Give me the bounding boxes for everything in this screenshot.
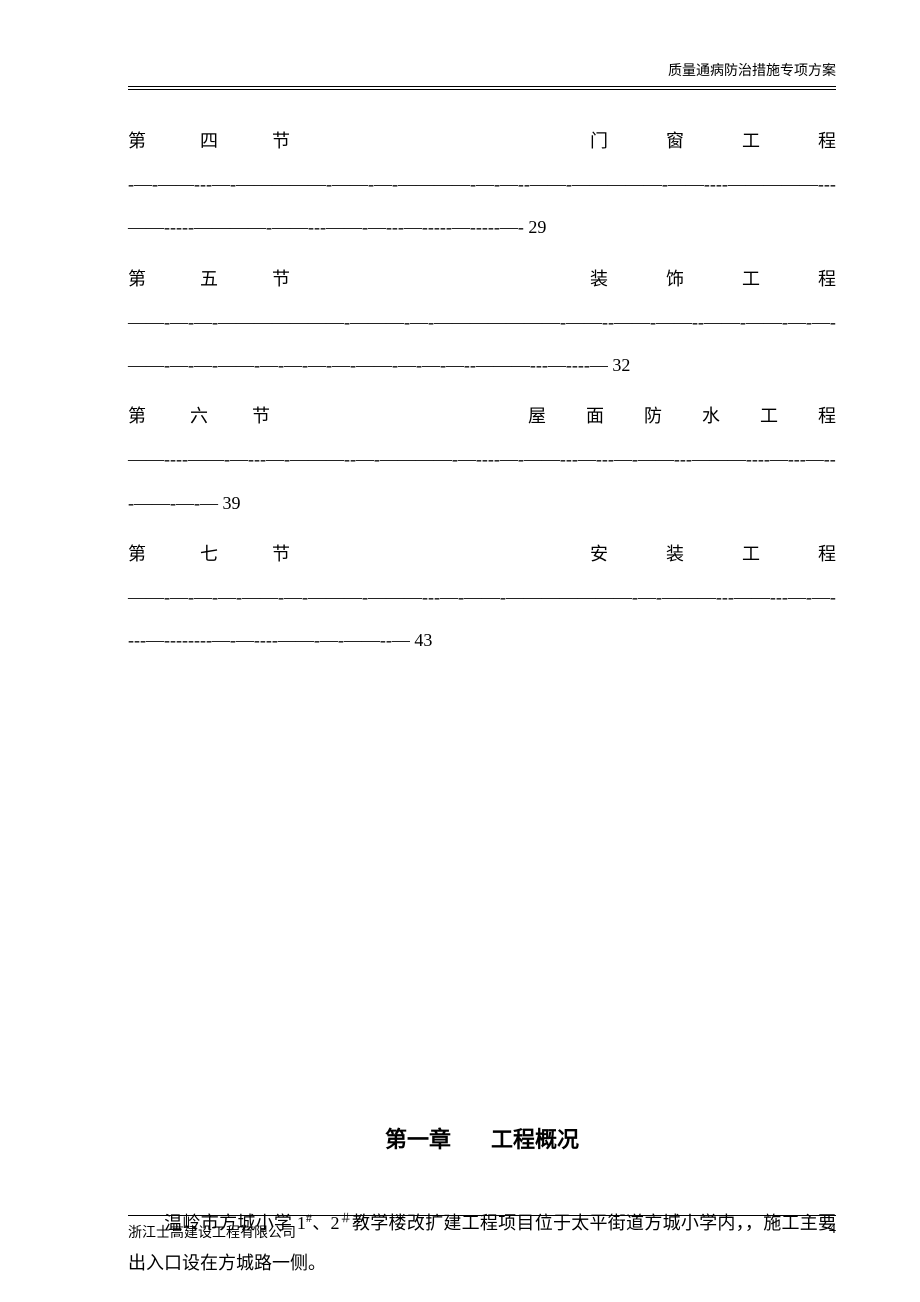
toc-entry-7: 第七节 安装工程 ——-—-—-—-——-—-———-———---—-——-——…: [128, 533, 836, 663]
chapter-right: 工程概况: [491, 1127, 579, 1152]
toc-entry-5: 第五节 装饰工程 ——-—-—-———————-———-—-———————-——…: [128, 258, 836, 388]
toc-entry-4: 第四节 门窗工程 -—-——---—-—————-——-—-————-—-—--…: [128, 120, 836, 250]
toc-label-4: 第四节: [128, 120, 290, 163]
toc-label-6: 第六节: [128, 395, 270, 438]
toc-right-7: 安装工程: [590, 533, 836, 576]
toc-label-7: 第七节: [128, 533, 290, 576]
toc-dashes-4: -—-——---—-—————-——-—-————-—-—--——-—————-…: [128, 163, 836, 249]
header-right-text: 质量通病防治措施专项方案: [128, 60, 836, 87]
chapter-left: 第一章: [385, 1127, 451, 1152]
toc-right-6: 屋面防水工程: [528, 395, 836, 438]
footer-page-no: 4: [829, 1222, 836, 1242]
toc-right-5: 装饰工程: [590, 258, 836, 301]
toc-dashes-6: ——----——-—---—-———--—-————-—----—-——---—…: [128, 438, 836, 524]
toc-entry-6: 第六节 屋面防水工程 ——----——-—---—-———--—-————-—-…: [128, 395, 836, 525]
toc-block: 第四节 门窗工程 -—-——---—-—————-——-—-————-—-—--…: [128, 120, 836, 662]
footer-company: 浙江士高建设工程有限公司: [128, 1222, 296, 1242]
toc-dashes-5: ——-—-—-———————-———-—-———————-——--——-——--…: [128, 301, 836, 387]
chapter-heading: 第一章 工程概况: [128, 1122, 836, 1154]
page-footer: 浙江士高建设工程有限公司 4: [128, 1215, 836, 1242]
header-rule: [128, 89, 836, 90]
toc-label-5: 第五节: [128, 258, 290, 301]
toc-dashes-7: ——-—-—-—-——-—-———-———---—-——-———————-—-—…: [128, 576, 836, 662]
toc-right-4: 门窗工程: [590, 120, 836, 163]
